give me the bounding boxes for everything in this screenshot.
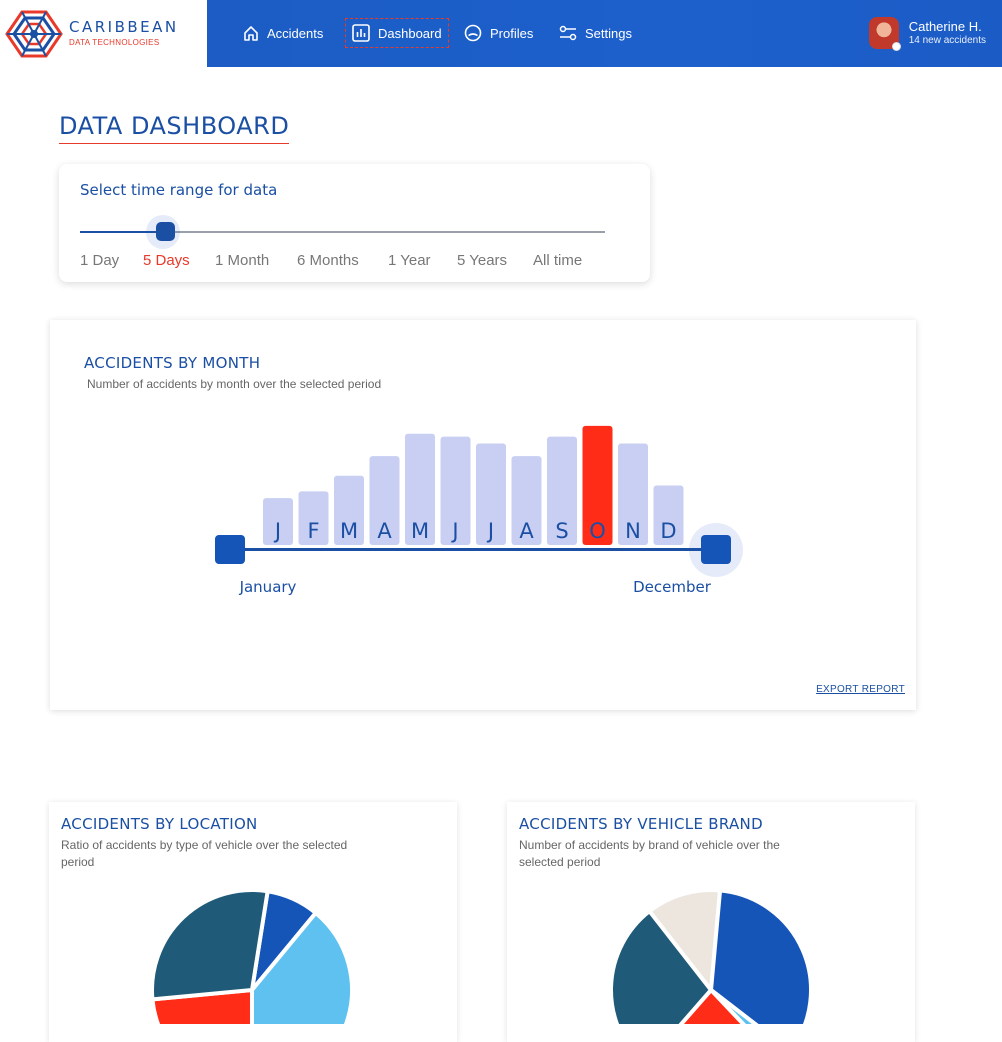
home-icon (244, 25, 258, 41)
nav-item-label: Accidents (267, 25, 324, 41)
range-option[interactable]: 1 Year (388, 252, 431, 269)
brand-pie-slice[interactable] (709, 988, 790, 1024)
brand-pie-slice[interactable] (647, 888, 723, 992)
range-option[interactable]: All time (533, 252, 583, 269)
brand[interactable]: CARIBBEAN DATA TECHNOLOGIES (0, 0, 207, 67)
top-bar: CARIBBEAN DATA TECHNOLOGIES Accidents Da… (0, 0, 1002, 67)
bar-chart-icon (352, 24, 370, 42)
month-bar[interactable] (582, 425, 613, 545)
month-range-end-handle[interactable] (701, 535, 731, 564)
time-range-card: Select time range for data 1 Day 5 Days … (59, 164, 650, 282)
month-bar-label: F (307, 519, 319, 543)
user-notification-count: 14 new accidents (908, 34, 986, 46)
month-bar[interactable] (511, 456, 542, 545)
month-bar-label: M (411, 519, 429, 543)
profile-icon (464, 24, 482, 42)
accidents-by-location-card: ACCIDENTS BY LOCATION Ratio of accidents… (49, 802, 457, 1042)
location-pie-chart (150, 888, 354, 1024)
range-option[interactable]: 5 Years (457, 252, 508, 269)
month-bar[interactable] (653, 485, 684, 545)
month-bar-label: N (625, 519, 641, 543)
range-start-label: January (239, 578, 297, 596)
range-option-selected[interactable]: 5 Days (143, 252, 190, 269)
month-bar-label: S (555, 519, 568, 543)
month-range-track[interactable] (230, 548, 716, 551)
month-bar-label: J (486, 519, 494, 543)
month-bar-label: D (660, 519, 676, 543)
time-range-slider-handle[interactable] (156, 222, 175, 241)
nav-item-label: Profiles (490, 25, 534, 41)
accidents-by-month-card: ACCIDENTS BY MONTH Number of accidents b… (50, 320, 916, 710)
month-bar-label: J (450, 519, 458, 543)
settings-sliders-icon (559, 25, 577, 41)
online-status-dot (891, 42, 901, 51)
brand-pie-slice[interactable] (709, 888, 813, 1024)
range-end-label: December (633, 578, 712, 596)
month-range-start-handle[interactable] (215, 535, 245, 564)
month-bar[interactable] (298, 491, 329, 545)
month-bar[interactable] (476, 443, 506, 545)
month-bar-label: O (589, 519, 606, 543)
avatar[interactable] (868, 17, 901, 51)
brand-subtitle: DATA TECHNOLOGIES (69, 38, 160, 47)
time-range-slider-track[interactable] (80, 231, 605, 233)
month-bar-label: A (377, 519, 392, 543)
export-report-link[interactable]: EXPORT REPORT (816, 684, 905, 695)
brand-pie-slice[interactable] (609, 909, 713, 1024)
card-subtitle: Number of accidents by month over the se… (87, 377, 382, 391)
month-bar[interactable] (334, 475, 364, 545)
month-bar-label: A (519, 519, 534, 543)
range-option[interactable]: 1 Day (80, 252, 120, 269)
brand-logo-icon (5, 10, 63, 57)
nav-bar: Accidents Dashboard Profiles (207, 0, 1002, 67)
nav-item-dashboard[interactable]: Dashboard (345, 18, 449, 48)
month-bar[interactable] (440, 436, 471, 545)
month-bar[interactable] (547, 436, 577, 545)
card-subtitle: Number of accidents by brand of vehicle … (519, 838, 780, 870)
nav-item-profiles[interactable]: Profiles (458, 18, 539, 48)
month-bar[interactable] (618, 443, 648, 545)
location-pie-slice[interactable] (150, 888, 270, 1002)
month-bar-label: M (340, 519, 358, 543)
card-title: ACCIDENTS BY MONTH (84, 354, 261, 372)
vehicle-brand-pie-chart (609, 888, 813, 1024)
month-bar[interactable] (263, 498, 293, 545)
nav-item-accidents[interactable]: Accidents (237, 18, 329, 48)
month-bar-label: J (273, 519, 281, 543)
user-name: Catherine H. (908, 19, 982, 35)
card-subtitle: Ratio of accidents by type of vehicle ov… (61, 838, 348, 870)
accidents-by-vehicle-brand-card: ACCIDENTS BY VEHICLE BRAND Number of acc… (507, 802, 915, 1042)
page-title: DATA DASHBOARD (59, 112, 290, 144)
time-range-title: Select time range for data (80, 181, 278, 199)
nav-item-label: Dashboard (378, 25, 442, 41)
nav-item-label: Settings (585, 25, 632, 41)
nav-item-settings[interactable]: Settings (553, 18, 638, 48)
user-menu[interactable]: Catherine H. 14 new accidents (868, 17, 986, 51)
card-title: ACCIDENTS BY VEHICLE BRAND (519, 815, 763, 833)
range-option[interactable]: 1 Month (215, 252, 270, 269)
card-title: ACCIDENTS BY LOCATION (61, 815, 258, 833)
brand-pie-slice[interactable] (645, 988, 780, 1024)
month-bar[interactable] (369, 456, 400, 545)
brand-name: CARIBBEAN (69, 18, 179, 36)
time-range-slider-fill (80, 231, 166, 233)
month-bar[interactable] (405, 433, 435, 545)
range-option[interactable]: 6 Months (297, 252, 359, 269)
